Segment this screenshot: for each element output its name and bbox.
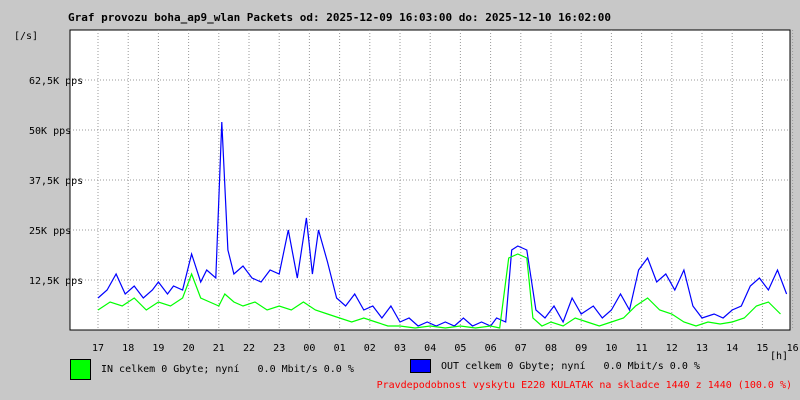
x-tick-label: 05: [454, 343, 466, 354]
legend-out: OUT celkem 0 Gbyte; nyní 0.0 Mbit/s 0.0 …: [410, 359, 700, 373]
x-tick-label: 01: [334, 343, 346, 354]
x-tick-label: 16: [787, 343, 799, 354]
y-axis-tick-labels: 12,5K pps 25K pps 37,5K pps 50K pps 62,5K pp…: [29, 76, 83, 287]
x-tick-label: 19: [152, 343, 164, 354]
x-tick-label: 08: [545, 343, 557, 354]
y-tick-label: 12,5K pps: [29, 276, 83, 287]
grid-lines: [70, 30, 794, 330]
x-tick-label: 21: [213, 343, 225, 354]
x-tick-label: 06: [485, 343, 497, 354]
x-axis-label: [h]: [770, 351, 788, 362]
series-line-in: [97, 253, 781, 329]
x-tick-label: 12: [666, 343, 678, 354]
y-tick-label: 50K pps: [29, 126, 71, 137]
x-tick-label: 04: [424, 343, 436, 354]
footer-note: Pravdepodobnost vyskytu E220 KULATAK na …: [376, 380, 792, 391]
x-tick-label: 10: [605, 343, 617, 354]
chart-title: Graf provozu boha_ap9_wlan Packets od: 2…: [68, 11, 612, 24]
y-tick-label: 25K pps: [29, 226, 71, 237]
series-line-out: [97, 121, 788, 327]
x-tick-label: 22: [243, 343, 255, 354]
legend-in-label: IN celkem 0 Gbyte; nyní 0.0 Mbit/s 0.0 %: [101, 364, 354, 375]
x-tick-label: 02: [364, 343, 376, 354]
x-tick-label: 14: [726, 343, 738, 354]
legend-in: IN celkem 0 Gbyte; nyní 0.0 Mbit/s 0.0 %: [70, 359, 354, 380]
legend-in-swatch: [70, 359, 91, 380]
x-tick-label: 09: [575, 343, 587, 354]
x-tick-label: 17: [92, 343, 104, 354]
x-tick-label: 00: [303, 343, 315, 354]
x-tick-label: 13: [696, 343, 708, 354]
x-axis-tick-labels: 17 18 19 20 21 22 23 00 01 02 03 04 05 06 07 08 09 10 11 12…: [92, 343, 799, 354]
x-tick-label: 03: [394, 343, 406, 354]
y-tick-label: 62,5K pps: [29, 76, 83, 87]
x-tick-label: 15: [756, 343, 768, 354]
y-axis-unit-label: [/s]: [14, 31, 39, 42]
series-layer: [97, 121, 788, 329]
x-tick-label: 23: [273, 343, 285, 354]
x-tick-label: 11: [636, 343, 648, 354]
x-tick-label: 20: [183, 343, 195, 354]
legend-out-swatch: [410, 359, 431, 373]
x-tick-label: 07: [515, 343, 527, 354]
y-tick-label: 37,5K pps: [29, 176, 83, 187]
legend-out-label: OUT celkem 0 Gbyte; nyní 0.0 Mbit/s 0.0 …: [441, 360, 700, 372]
x-tick-label: 18: [122, 343, 134, 354]
